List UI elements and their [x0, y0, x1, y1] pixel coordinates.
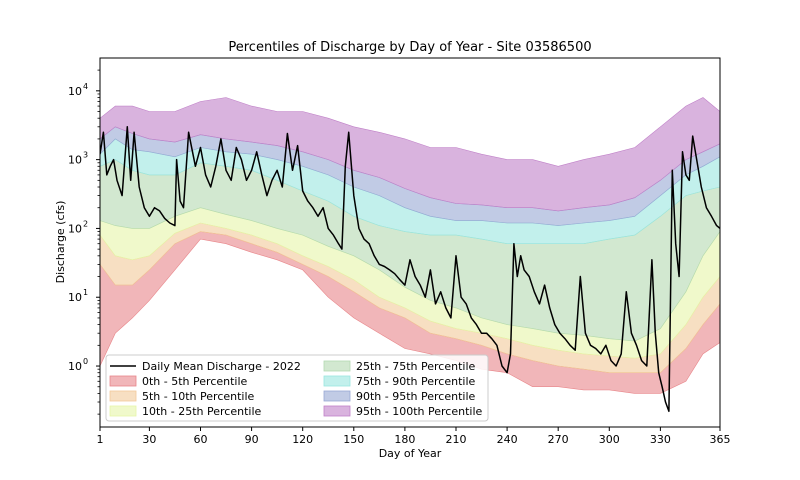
legend-band-swatch [109, 390, 137, 402]
y-tick-exponent: 4 [83, 82, 88, 91]
x-axis: 1 30 60 90 120 150 180 210 240 270 300 330 365 [97, 427, 731, 446]
legend-band-swatch [109, 405, 137, 417]
daily-mean-line [100, 126, 720, 413]
legend-label: 25th - 75th Percentile [356, 360, 476, 373]
legend-label: 10th - 25th Percentile [142, 405, 262, 418]
y-tick-label: 10 [68, 291, 82, 304]
y-tick-label: 10 [68, 85, 82, 98]
legend-band-swatch [323, 405, 351, 417]
chart-title: Percentiles of Discharge by Day of Year … [228, 40, 591, 55]
x-tick-label: 90 [245, 433, 259, 446]
legend-band-swatch [323, 390, 351, 402]
x-tick-label: 60 [193, 433, 207, 446]
x-tick-label: 330 [650, 433, 671, 446]
x-tick-label: 180 [394, 433, 415, 446]
legend-band-swatch [323, 375, 351, 387]
daily-mean-series [100, 126, 720, 413]
legend-label: 90th - 95th Percentile [356, 390, 476, 403]
x-tick-label: 150 [343, 433, 364, 446]
x-tick-label: 1 [97, 433, 104, 446]
x-tick-label: 240 [497, 433, 518, 446]
x-tick-label: 30 [142, 433, 156, 446]
y-tick-exponent: 0 [83, 357, 88, 366]
legend-label: 0th - 5th Percentile [142, 375, 248, 388]
band-6 [100, 97, 720, 212]
y-tick-label: 10 [68, 360, 82, 373]
x-tick-label: 210 [445, 433, 466, 446]
legend-label: 5th - 10th Percentile [142, 390, 255, 403]
x-tick-label: 270 [548, 433, 569, 446]
x-tick-label: 365 [710, 433, 731, 446]
legend-label: Daily Mean Discharge - 2022 [142, 360, 301, 373]
legend-label: 75th - 90th Percentile [356, 375, 476, 388]
plot-frame [99, 57, 721, 428]
legend: Daily Mean Discharge - 2022 0th - 5th Per… [105, 354, 489, 422]
y-axis-label: Discharge (cfs) [54, 201, 67, 284]
y-tick-exponent: 1 [83, 288, 88, 297]
y-tick-label: 10 [68, 154, 82, 167]
legend-band-swatch [109, 375, 137, 387]
legend-box [105, 354, 489, 422]
legend-band-swatch [323, 360, 351, 372]
legend-label: 95th - 100th Percentile [356, 405, 483, 418]
y-tick-exponent: 3 [83, 151, 88, 160]
x-tick-label: 120 [292, 433, 313, 446]
x-axis-label: Day of Year [379, 447, 442, 460]
x-tick-label: 300 [599, 433, 620, 446]
y-tick-label: 10 [68, 222, 82, 235]
y-tick-exponent: 2 [83, 219, 88, 228]
